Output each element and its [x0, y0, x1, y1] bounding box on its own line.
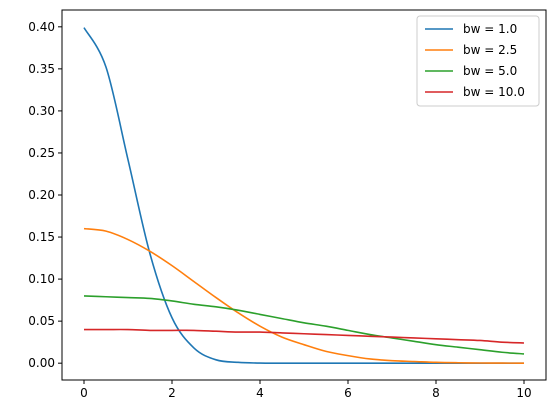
x-tick-label: 8	[432, 386, 440, 400]
legend-label: bw = 10.0	[463, 85, 525, 99]
x-tick-label: 0	[80, 386, 88, 400]
x-tick-label: 6	[344, 386, 352, 400]
legend-label: bw = 2.5	[463, 43, 517, 57]
y-tick-label: 0.00	[28, 356, 55, 370]
legend-label: bw = 5.0	[463, 64, 517, 78]
y-tick-label: 0.10	[28, 272, 55, 286]
x-axis-ticks: 0 2 4 6 8 10	[80, 380, 532, 400]
series-line-3	[83, 295, 525, 355]
y-tick-label: 0.30	[28, 104, 55, 118]
series-lines	[83, 27, 525, 364]
legend: bw = 1.0 bw = 2.5 bw = 5.0 bw = 10.0	[416, 15, 540, 107]
series-line-4	[84, 328, 525, 344]
y-tick-label: 0.35	[28, 62, 55, 76]
y-axis-ticks: 0.00 0.05 0.10 0.15 0.20 0.25 0.30 0.35 0.40	[28, 20, 62, 370]
series-line-2	[83, 227, 525, 364]
legend-box	[416, 15, 540, 107]
y-tick-label: 0.20	[28, 188, 55, 202]
y-tick-label: 0.40	[28, 20, 55, 34]
y-tick-label: 0.05	[28, 314, 55, 328]
legend-label: bw = 1.0	[463, 22, 517, 36]
x-tick-label: 10	[516, 386, 531, 400]
y-tick-label: 0.25	[28, 146, 55, 160]
y-tick-label: 0.15	[28, 230, 55, 244]
x-tick-label: 2	[168, 386, 176, 400]
x-tick-label: 4	[256, 386, 264, 400]
